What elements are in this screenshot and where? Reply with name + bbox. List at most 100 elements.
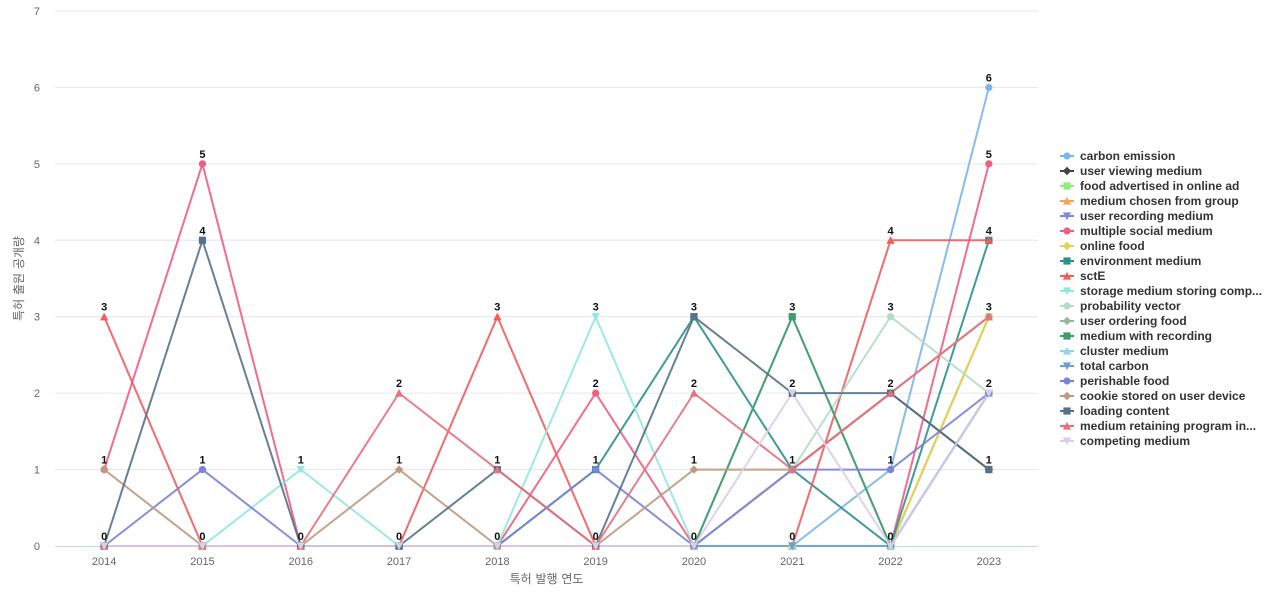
data-label: 1 [593,455,599,467]
legend-item[interactable]: multiple social medium [1060,224,1213,238]
legend-label: online food [1080,239,1145,253]
legend-item[interactable]: loading content [1060,404,1169,418]
legend-symbol [1062,421,1072,430]
legend-item[interactable]: online food [1060,239,1145,253]
legend-label: probability vector [1080,299,1181,313]
legend-item[interactable]: cookie stored on user device [1060,389,1246,403]
legend-symbol [1063,227,1071,235]
data-label: 4 [199,225,206,237]
data-point [788,313,796,321]
x-tick-label: 2022 [878,556,902,568]
legend-item[interactable]: storage medium storing comp... [1060,284,1262,298]
data-point [690,313,698,321]
series-line [104,315,990,547]
data-label: 2 [986,378,992,390]
x-tick-label: 2023 [977,556,1001,568]
y-tick-label: 2 [34,388,40,400]
legend-symbol [1062,212,1072,221]
data-point [592,465,600,474]
legend-label: medium chosen from group [1080,194,1239,208]
y-tick-label: 3 [34,312,40,324]
series-lines [103,87,990,547]
legend-item[interactable]: medium retaining program in... [1060,419,1256,433]
legend-item[interactable]: probability vector [1060,299,1181,313]
legend-item[interactable]: user ordering food [1060,314,1187,328]
data-point [984,389,993,398]
legend-item[interactable]: total carbon [1060,359,1149,373]
data-point [788,465,797,474]
data-point [99,465,109,474]
data-point [296,465,305,474]
legend-item[interactable]: user viewing medium [1060,164,1202,178]
legend-label: user viewing medium [1080,164,1202,178]
legend-label: user recording medium [1080,209,1213,223]
data-point [788,542,797,551]
x-tick-label: 2015 [190,556,214,568]
legend-symbol [1062,271,1072,280]
legend-symbol [1063,332,1071,340]
data-label: 0 [494,531,500,543]
legend-symbol [1062,287,1072,296]
data-point [984,236,993,244]
legend-label: cookie stored on user device [1080,389,1246,403]
data-label: 3 [887,302,893,314]
legend-label: medium retaining program in... [1080,419,1256,433]
legend-symbol [1062,391,1072,401]
legend-label: medium with recording [1080,329,1212,343]
y-tick-label: 1 [34,465,40,477]
data-point [985,465,993,474]
legend-symbol [1063,302,1071,310]
data-label: 0 [593,531,599,543]
legend-item[interactable]: medium chosen from group [1060,194,1239,208]
data-label: 0 [199,531,205,543]
series-markers [99,83,994,551]
y-axis-title: 특허 출원 공개량 [12,236,26,321]
legend-item[interactable]: user recording medium [1060,209,1213,223]
data-label: 3 [101,302,107,314]
data-label: 2 [789,378,795,390]
y-tick-label: 4 [34,235,40,247]
data-label: 3 [494,302,500,314]
x-tick-label: 2019 [583,556,607,568]
data-point [493,312,502,321]
legend-item[interactable]: medium with recording [1060,329,1212,343]
legend-label: multiple social medium [1080,224,1213,238]
legend-symbol [1062,166,1072,176]
x-tick-label: 2018 [485,556,509,568]
legend-label: sctE [1080,269,1105,283]
data-label: 2 [593,378,599,390]
x-axis-title: 특허 발행 연도 [510,571,584,586]
legend-label: environment medium [1080,254,1201,268]
legend-label: competing medium [1080,434,1190,448]
data-point [788,389,797,398]
legend-symbol [1063,407,1071,415]
data-point [591,542,600,551]
data-label: 3 [986,302,992,314]
legend-symbol [1063,377,1071,385]
legend-label: perishable food [1080,374,1169,388]
legend-item[interactable]: environment medium [1060,254,1201,268]
data-label: 2 [691,378,697,390]
data-point [493,542,502,551]
data-point [886,465,895,474]
data-label: 0 [691,531,697,543]
data-point [985,160,993,168]
legend-item[interactable]: sctE [1060,269,1105,283]
data-point [886,236,895,244]
legend-label: food advertised in online ad [1080,179,1239,193]
legend-item[interactable]: cluster medium [1060,344,1169,358]
legend-item[interactable]: competing medium [1060,434,1190,448]
legend-symbol [1062,362,1072,371]
data-label: 3 [691,302,697,314]
y-tick-label: 0 [34,541,40,553]
data-point [984,312,993,321]
series-line [103,162,990,547]
data-point [689,465,699,474]
legend-item[interactable]: perishable food [1060,374,1169,388]
data-label: 1 [298,455,304,467]
data-label: 1 [691,455,697,467]
legend-item[interactable]: food advertised in online ad [1060,179,1239,193]
data-point [394,465,404,474]
legend-item[interactable]: carbon emission [1060,149,1175,163]
